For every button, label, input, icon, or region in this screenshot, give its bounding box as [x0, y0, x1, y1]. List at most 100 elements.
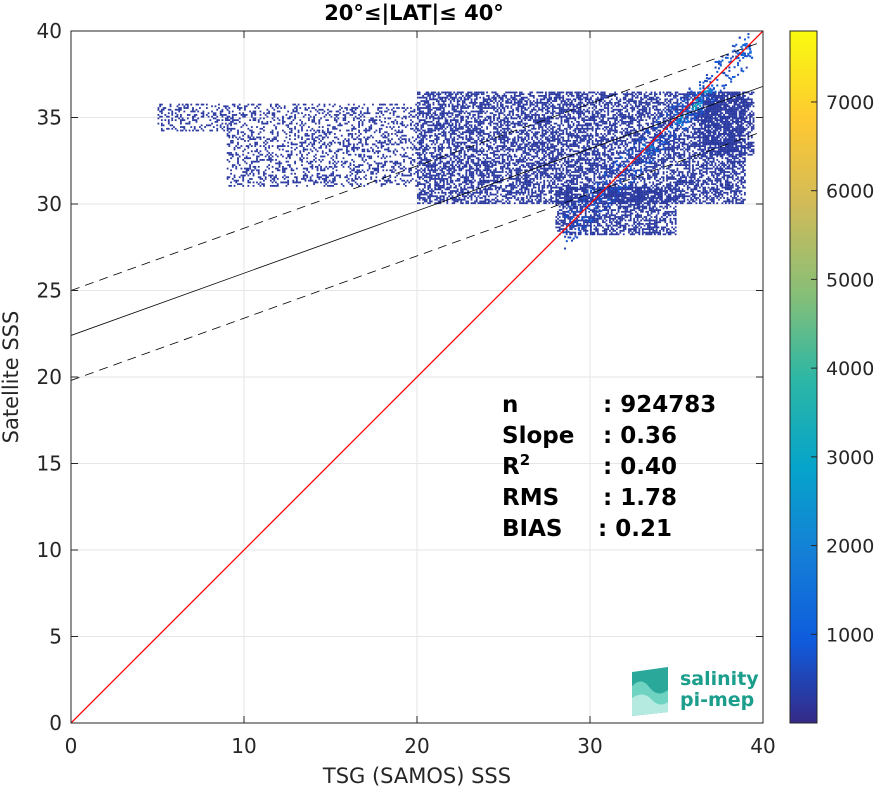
heatmap-bin [467, 112, 469, 115]
heatmap-bin [590, 184, 592, 187]
heatmap-bin [555, 178, 558, 180]
heatmap-bin [470, 167, 473, 170]
heatmap-bin [420, 107, 423, 109]
heatmap-bin [449, 176, 452, 179]
heatmap-bin [557, 150, 559, 153]
heatmap-bin [564, 103, 566, 106]
heatmap-bin [641, 105, 644, 108]
heatmap-bin [481, 184, 483, 187]
heatmap-bin [629, 136, 632, 139]
heatmap-bin [569, 155, 572, 158]
heatmap-bin [468, 138, 471, 141]
heatmap-bin [501, 178, 504, 180]
heatmap-bin [479, 122, 482, 125]
heatmap-bin [617, 108, 620, 111]
heatmap-bin [590, 91, 592, 94]
heatmap-bin [524, 114, 527, 116]
heatmap-bin [446, 126, 449, 128]
heatmap-bin [482, 120, 485, 123]
heatmap-bin [501, 202, 504, 205]
heatmap-bin [598, 120, 601, 123]
heatmap-bin [626, 100, 629, 102]
heatmap-bin [553, 150, 556, 153]
heatmap-bin [524, 152, 527, 154]
heatmap-bin [441, 150, 444, 153]
heatmap-bin [579, 96, 582, 99]
heatmap-bin [460, 110, 463, 113]
heatmap-bin [503, 114, 506, 116]
heatmap-bin [470, 110, 473, 113]
heatmap-bin [429, 93, 431, 96]
heatmap-bin [539, 165, 542, 168]
heatmap-bin [605, 120, 608, 123]
heatmap-bin [527, 200, 530, 203]
heatmap-bin [657, 179, 660, 182]
heatmap-bin [555, 129, 558, 132]
heatmap-bin [513, 153, 516, 156]
heatmap-bin [628, 148, 630, 151]
heatmap-bin [536, 181, 539, 184]
heatmap-bin [522, 98, 525, 101]
heatmap-bin [572, 122, 575, 125]
heatmap-bin [493, 115, 495, 118]
heatmap-bin [645, 148, 648, 151]
heatmap-bin [614, 126, 617, 128]
heatmap-bin [534, 131, 537, 134]
heatmap-bin [463, 96, 466, 99]
heatmap-bin [619, 119, 622, 122]
heatmap-bin [437, 153, 440, 156]
heatmap-bin [531, 127, 533, 130]
heatmap-bin [515, 143, 518, 146]
heatmap-bin [534, 171, 537, 173]
heatmap-bin [437, 120, 440, 123]
heatmap-bin [456, 115, 459, 118]
heatmap-bin [619, 162, 622, 165]
heatmap-bin [425, 179, 428, 182]
heatmap-bin [487, 174, 490, 177]
heatmap-bin [479, 134, 482, 137]
heatmap-bin [442, 131, 445, 134]
heatmap-bin [579, 184, 582, 187]
heatmap-bin [422, 112, 424, 115]
heatmap-bin [633, 143, 636, 146]
heatmap-bin [519, 98, 521, 101]
heatmap-bin [602, 134, 604, 137]
heatmap-bin [652, 150, 655, 153]
heatmap-bin [487, 133, 490, 135]
heatmap-bin [481, 108, 483, 111]
heatmap-bin [629, 184, 632, 187]
heatmap-bin [536, 195, 539, 198]
heatmap-bin [470, 181, 473, 184]
heatmap-bin [576, 171, 578, 173]
heatmap-bin [493, 202, 495, 205]
heatmap-bin [422, 138, 424, 141]
heatmap-bin [496, 119, 499, 122]
heatmap-bin [444, 136, 447, 139]
heatmap-bin [610, 152, 613, 154]
heatmap-bin [489, 171, 492, 173]
heatmap-bin [558, 108, 561, 111]
heatmap-bin [439, 169, 442, 172]
heatmap-bin [586, 139, 589, 142]
heatmap-bin [437, 119, 440, 122]
heatmap-bin [586, 101, 589, 104]
heatmap-bin [600, 176, 603, 179]
heatmap-bin [456, 179, 459, 182]
heatmap-bin [565, 119, 568, 122]
heatmap-bin [449, 169, 452, 172]
heatmap-bin [622, 160, 625, 163]
heatmap-bin [418, 107, 421, 109]
heatmap-bin [557, 143, 559, 146]
heatmap-bin [645, 141, 648, 144]
heatmap-bin [560, 176, 563, 179]
heatmap-bin [444, 138, 447, 141]
heatmap-bin [546, 136, 549, 139]
heatmap-bin [422, 172, 424, 175]
heatmap-bin [489, 103, 492, 106]
heatmap-bin [600, 141, 603, 144]
heatmap-bin [519, 167, 521, 170]
heatmap-bin [491, 198, 494, 201]
heatmap-bin [548, 181, 551, 184]
heatmap-bin [641, 176, 644, 179]
heatmap-bin [493, 171, 495, 173]
